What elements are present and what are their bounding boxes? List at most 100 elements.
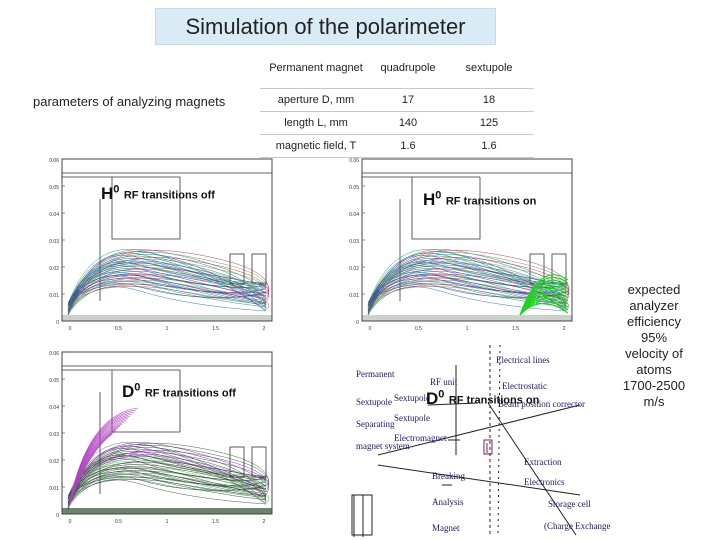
row-label: length L, mm [260, 111, 372, 135]
y-tick-label: 0.01 [49, 486, 59, 492]
table-row: length L, mm 140 125 [260, 111, 534, 135]
cell-quadrupole: 17 [372, 88, 444, 112]
panel-text: RF transitions on [445, 195, 537, 208]
slide-title: Simulation of the polarimeter [155, 8, 496, 45]
cell-sextupole: 1.6 [444, 134, 534, 158]
label-storage-cell: Storage cell [548, 499, 591, 509]
simulation-plot-d0-off: 0.06 0.05 0.04 0.03 0.02 0.01 0 0 0.5 1 1.5 2 [40, 346, 280, 526]
y-tick-label: 0.05 [49, 378, 59, 384]
row-label: magnetic field, T [260, 134, 372, 158]
panel-label-h0-off: H0 RF transitions off [101, 183, 215, 204]
note-line: 95% [640, 330, 668, 345]
cell-quadrupole: 1.6 [372, 134, 444, 158]
label-sextupole-left: Sextupole [356, 397, 392, 407]
note-line: 1700-2500 [622, 378, 686, 393]
simulation-plot-h0-off: 0.06 0.05 0.04 0.03 0.02 0.01 0 0 0.5 1 1.5 2 [40, 153, 280, 333]
y-tick-label: 0.05 [349, 185, 359, 191]
panel-text: RF transitions off [144, 387, 236, 400]
trajectory-plot: 0.06 0.05 0.04 0.03 0.02 0.01 0 0 0.5 1 1.5 2 [49, 158, 273, 332]
y-tick-label: 0 [356, 320, 359, 326]
table-header-quadrupole: quadrupole [372, 48, 444, 89]
panel-label-d0-off: D0 RF transitions off [122, 381, 236, 402]
table-row: magnetic field, T 1.6 1.6 [260, 134, 534, 158]
label-extraction: Extraction [524, 457, 562, 467]
y-tick-label: 0.06 [349, 158, 359, 164]
x-tick-label: 1.5 [512, 326, 519, 332]
y-tick-label: 0.01 [349, 293, 359, 299]
label-beam-position-corrector: Beam position corrector [498, 399, 585, 409]
y-tick-label: 0.04 [349, 212, 359, 218]
isotope-symbol: D0 [122, 381, 141, 401]
y-tick-label: 0 [56, 513, 59, 519]
y-tick-label: 0.03 [49, 239, 59, 245]
cell-sextupole: 125 [444, 111, 534, 135]
label-sextupole-mid2: Sextupole [394, 413, 430, 423]
trajectory-plot: 0.06 0.05 0.04 0.03 0.02 0.01 0 0 0.5 1 1.5 2 [349, 158, 573, 332]
slide-title-text: Simulation of the polarimeter [185, 13, 466, 39]
note-line: analyzer [629, 298, 679, 313]
schematic-drawing: Permanent Sextupole Separating magnet sy… [351, 345, 610, 537]
panel-label-d0-on: D0 RF transitions on [426, 388, 539, 409]
label-separating: Separating [356, 419, 395, 429]
label-charge-exchange: (Charge Exchange) [544, 521, 610, 531]
y-tick-label: 0.01 [49, 293, 59, 299]
analyzer-notes: expected analyzer efficiency 95% velocit… [614, 282, 694, 410]
note-line: velocity of [625, 346, 683, 361]
label-permanent: Permanent [356, 369, 395, 379]
x-tick-label: 0.5 [115, 519, 122, 525]
y-tick-label: 0.04 [49, 212, 59, 218]
label-sextupole-mid: Sextupole [394, 393, 430, 403]
label-electronics: Electronics [524, 477, 565, 487]
y-tick-label: 0.03 [49, 432, 59, 438]
note-line: efficiency [627, 314, 681, 329]
x-tick-label: 1 [166, 326, 169, 332]
x-tick-label: 0 [69, 326, 72, 332]
polarimeter-schematic: Permanent Sextupole Separating magnet sy… [348, 345, 610, 537]
label-electrical-lines: Electrical lines [496, 355, 550, 365]
y-tick-label: 0.06 [49, 351, 59, 357]
simulation-plot-h0-on: 0.06 0.05 0.04 0.03 0.02 0.01 0 0 0.5 1 1.5 2 [340, 153, 580, 333]
cell-quadrupole: 140 [372, 111, 444, 135]
x-tick-label: 2 [263, 326, 266, 332]
label-magnet-system: magnet system [356, 441, 410, 451]
trajectory-plot: 0.06 0.05 0.04 0.03 0.02 0.01 0 0 0.5 1 1.5 2 [49, 351, 273, 525]
table-row: aperture D, mm 17 18 [260, 88, 534, 112]
label-analysis: Analysis [432, 497, 464, 507]
y-tick-label: 0.06 [49, 158, 59, 164]
header-text: Permanent magnet [269, 61, 363, 74]
isotope-symbol: H0 [101, 183, 120, 203]
note-line: atoms [636, 362, 672, 377]
cell-sextupole: 18 [444, 88, 534, 112]
y-tick-label: 0.03 [349, 239, 359, 245]
y-tick-label: 0.02 [49, 459, 59, 465]
x-tick-label: 0 [69, 519, 72, 525]
x-tick-label: 0.5 [115, 326, 122, 332]
isotope-symbol: H0 [423, 189, 442, 209]
isotope-symbol: D0 [426, 388, 445, 408]
x-tick-label: 1.5 [212, 326, 219, 332]
x-tick-label: 1 [166, 519, 169, 525]
panel-text: RF transitions off [123, 189, 215, 202]
y-tick-label: 0.05 [49, 185, 59, 191]
row-label: aperture D, mm [260, 88, 372, 112]
x-tick-label: 0 [369, 326, 372, 332]
x-tick-label: 1 [466, 326, 469, 332]
y-tick-label: 0.04 [49, 405, 59, 411]
label-magnet: Magnet [432, 523, 460, 533]
label-rf-unit: RF unit [430, 377, 458, 387]
table-header-sextupole: sextupole [444, 48, 534, 89]
y-tick-label: 0 [56, 320, 59, 326]
x-tick-label: 2 [263, 519, 266, 525]
side-label: parameters of analyzing magnets [33, 94, 226, 109]
x-tick-label: 0.5 [415, 326, 422, 332]
panel-text: RF transitions on [448, 394, 540, 407]
x-tick-label: 1.5 [212, 519, 219, 525]
panel-label-h0-on: H0 RF transitions on [423, 189, 536, 210]
table-header-permanent-magnet: Permanent magnet [260, 48, 372, 89]
note-line: m/s [643, 394, 665, 409]
y-tick-label: 0.02 [49, 266, 59, 272]
table-header-row: Permanent magnet quadrupole sextupole [260, 48, 534, 89]
label-electromagnet: Electromagnet [394, 433, 447, 443]
magnet-parameters-table: Permanent magnet quadrupole sextupole ap… [260, 48, 534, 158]
y-tick-label: 0.02 [349, 266, 359, 272]
